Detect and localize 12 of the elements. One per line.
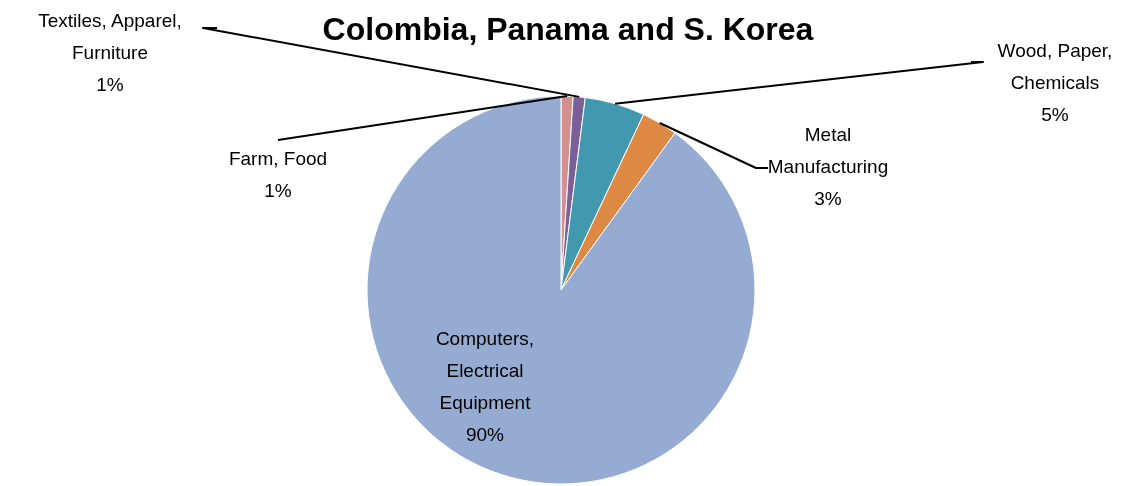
data-label: 1% [264,180,292,202]
slice-label: Metal Manufacturing [767,124,889,178]
data-label: 3% [814,188,842,210]
data-label: 5% [1041,104,1069,126]
data-label: 1% [96,74,124,96]
slice-label: Computers, Electrical Equipment [435,328,535,414]
slice-label: Textiles, Apparel, Furniture [38,10,182,64]
slice-label: Farm, Food [228,148,328,170]
chart-title: Colombia, Panama and S. Korea [322,11,814,47]
slice-label: Wood, Paper, Chemicals [997,40,1113,94]
data-label: 90% [465,424,505,446]
pie-slice [366,95,756,485]
